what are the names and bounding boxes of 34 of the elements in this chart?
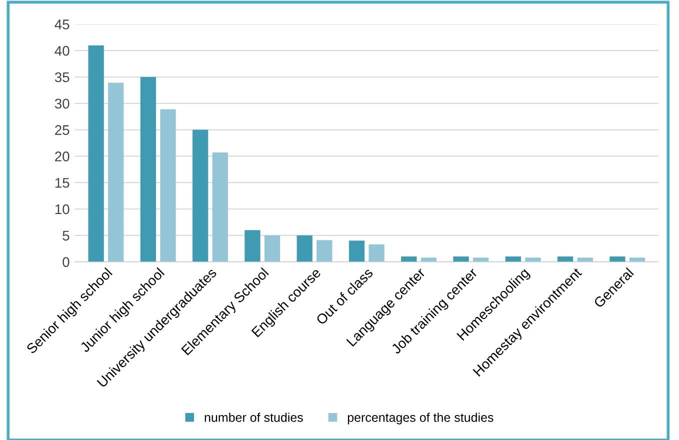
bar <box>192 130 208 262</box>
bar <box>505 256 521 262</box>
y-tick-label: 0 <box>62 257 70 267</box>
bar <box>296 235 312 262</box>
y-tick-label: 15 <box>55 178 70 188</box>
bar <box>108 82 124 262</box>
bar <box>348 240 365 262</box>
bar <box>88 45 104 262</box>
y-tick-label: 25 <box>55 125 70 135</box>
bar <box>610 256 626 262</box>
bar <box>577 258 593 262</box>
bar <box>557 256 574 262</box>
bar <box>264 235 280 262</box>
bar <box>420 258 437 262</box>
bar <box>368 244 384 262</box>
bar <box>244 230 260 262</box>
y-tick-label: 30 <box>54 98 70 109</box>
bar <box>316 240 332 262</box>
y-tick-label: 35 <box>54 72 70 82</box>
legend-label: percentages of the studies <box>348 412 494 424</box>
legend-label: number of studies <box>204 412 303 422</box>
y-tick-label: 45 <box>54 20 70 30</box>
bar <box>212 152 228 262</box>
y-tick-label: 40 <box>54 46 70 56</box>
bar <box>140 77 156 262</box>
bar <box>453 256 469 262</box>
bar <box>525 258 541 262</box>
y-tick-label: 5 <box>62 230 70 241</box>
bar <box>629 258 646 262</box>
bar <box>160 109 176 262</box>
y-tick-label: 20 <box>55 152 70 162</box>
y-tick-label: 10 <box>55 204 70 214</box>
bar <box>473 258 489 262</box>
bar <box>401 256 417 262</box>
